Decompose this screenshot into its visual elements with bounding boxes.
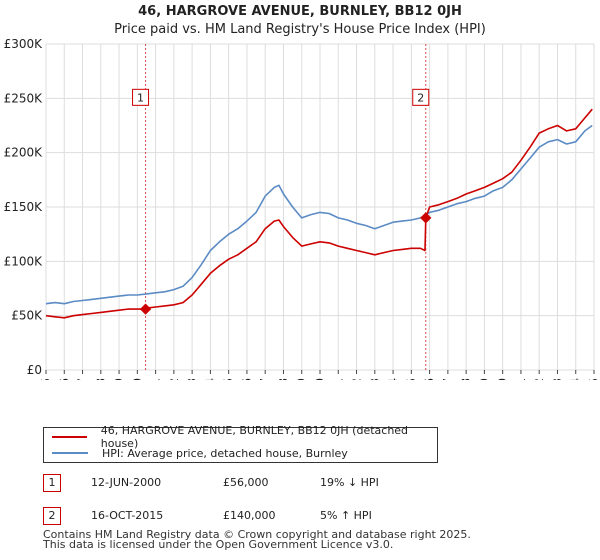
annotation-hpi-change: 5% ↑ HPI [320,509,372,522]
x-tick-label: 2015 [404,378,418,380]
chart-annotation-label-2: 2 [417,91,424,104]
x-tick-label: 2000 [130,378,144,380]
x-tick-label: 2012 [350,378,364,380]
footer-copyright: Contains HM Land Registry data © Crown c… [43,528,471,541]
legend-label-property: 46, HARGROVE AVENUE, BURNLEY, BB12 0JH (… [100,424,409,450]
y-tick-label: £200K [4,146,44,160]
x-tick-label: 2024 [569,378,583,380]
footer-license: This data is licensed under the Open Gov… [43,538,394,551]
x-tick-label: 1998 [94,378,108,380]
series-lines [45,108,593,319]
x-tick-label: 2007 [258,378,272,380]
sale-point-1 [139,303,152,315]
legend-item-hpi: HPI: Average price, detached house, Burn… [52,445,348,461]
x-tick-label: 2018 [459,378,473,380]
y-tick-label: £0 [27,363,42,377]
legend-item-property: 46, HARGROVE AVENUE, BURNLEY, BB12 0JH (… [52,424,437,450]
y-tick-label: £150K [4,200,44,214]
hpi-series-line [45,124,593,305]
y-tick-label: £50K [11,309,43,323]
chart-annotation-box-2 [412,88,430,106]
chart-subtitle: Price paid vs. HM Land Registry's House … [114,22,486,37]
x-tick-label: 2010 [313,378,327,380]
chart-annotation-box-1 [132,88,150,106]
annotation-hpi-change: 19% ↓ HPI [320,476,379,489]
x-tick-label: 1997 [76,378,90,380]
legend: 46, HARGROVE AVENUE, BURNLEY, BB12 0JH (… [43,424,438,463]
x-tick-label: 2014 [386,378,400,380]
annotation-date: 16-OCT-2015 [91,509,164,522]
annotation-price: £140,000 [223,509,276,522]
x-tick-label: 2009 [295,378,309,380]
grid [45,43,595,371]
x-tick-label: 2022 [532,378,546,380]
legend-swatch-property [52,436,87,438]
y-tick-label: £300K [4,37,44,51]
price-chart: 12 £0£50K£100K£150K£200K£250K£300K 19951… [4,37,600,380]
x-tick-label: 2008 [276,378,290,380]
legend-label-hpi: HPI: Average price, detached house, Burn… [102,446,348,460]
legend-swatch-hpi [52,452,88,454]
x-tick-label: 2004 [203,378,217,380]
annotation-number-box: 1 [43,474,61,492]
property-series-line [45,108,593,319]
x-tick-label: 2006 [240,378,254,380]
y-tick-label: £250K [4,91,44,105]
x-tick-label: 1995 [39,378,53,380]
y-tick-label: £100K [4,254,44,268]
annotation-number-box: 2 [43,507,61,525]
x-tick-label: 2011 [331,378,345,380]
chart-title: 46, HARGROVE AVENUE, BURNLEY, BB12 0JH [138,4,462,19]
x-tick-label: 2025 [587,378,600,380]
x-tick-label: 2017 [441,378,455,380]
x-tick-label: 2002 [167,378,181,380]
x-tick-label: 2016 [423,378,437,380]
sale-points [139,212,432,315]
x-tick-label: 1999 [112,378,126,380]
chart-annotation-label-1: 1 [137,91,144,104]
x-tick-label: 1996 [57,378,71,380]
x-tick-label: 2020 [496,378,510,380]
y-axis: £0 £50K £100K £150K £200K £250K £300K [4,37,44,377]
x-tick-label: 2003 [185,378,199,380]
x-tick-label: 2019 [477,378,491,380]
x-tick-label: 2001 [149,378,163,380]
x-tick-label: 2013 [368,378,382,380]
x-tick-label: 2005 [222,378,236,380]
footer: Contains HM Land Registry data © Crown c… [43,528,471,551]
x-axis: 1995 1996 1997 1998 1999 2000 2001 2002 2003 2004… [39,370,600,380]
annotation-date: 12-JUN-2000 [91,476,162,489]
x-tick-label: 2021 [514,378,528,380]
sale-point-2 [420,212,432,224]
annotation-price: £56,000 [223,476,269,489]
x-tick-label: 2023 [550,378,564,380]
